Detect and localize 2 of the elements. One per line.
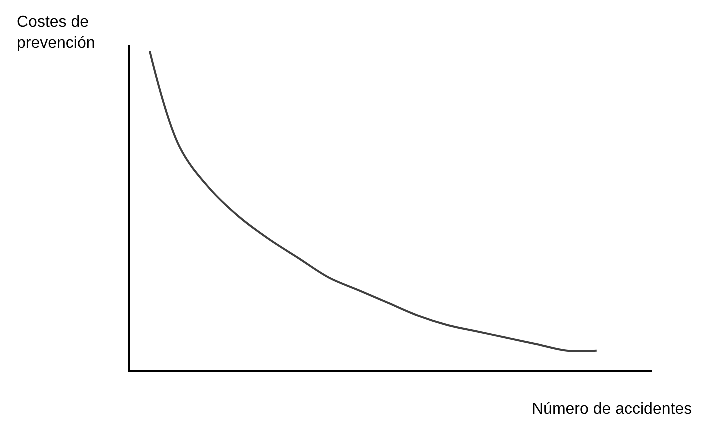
- y-axis-title: Costes de prevención: [17, 14, 96, 52]
- x-axis-title: Número de accidentes: [532, 401, 692, 418]
